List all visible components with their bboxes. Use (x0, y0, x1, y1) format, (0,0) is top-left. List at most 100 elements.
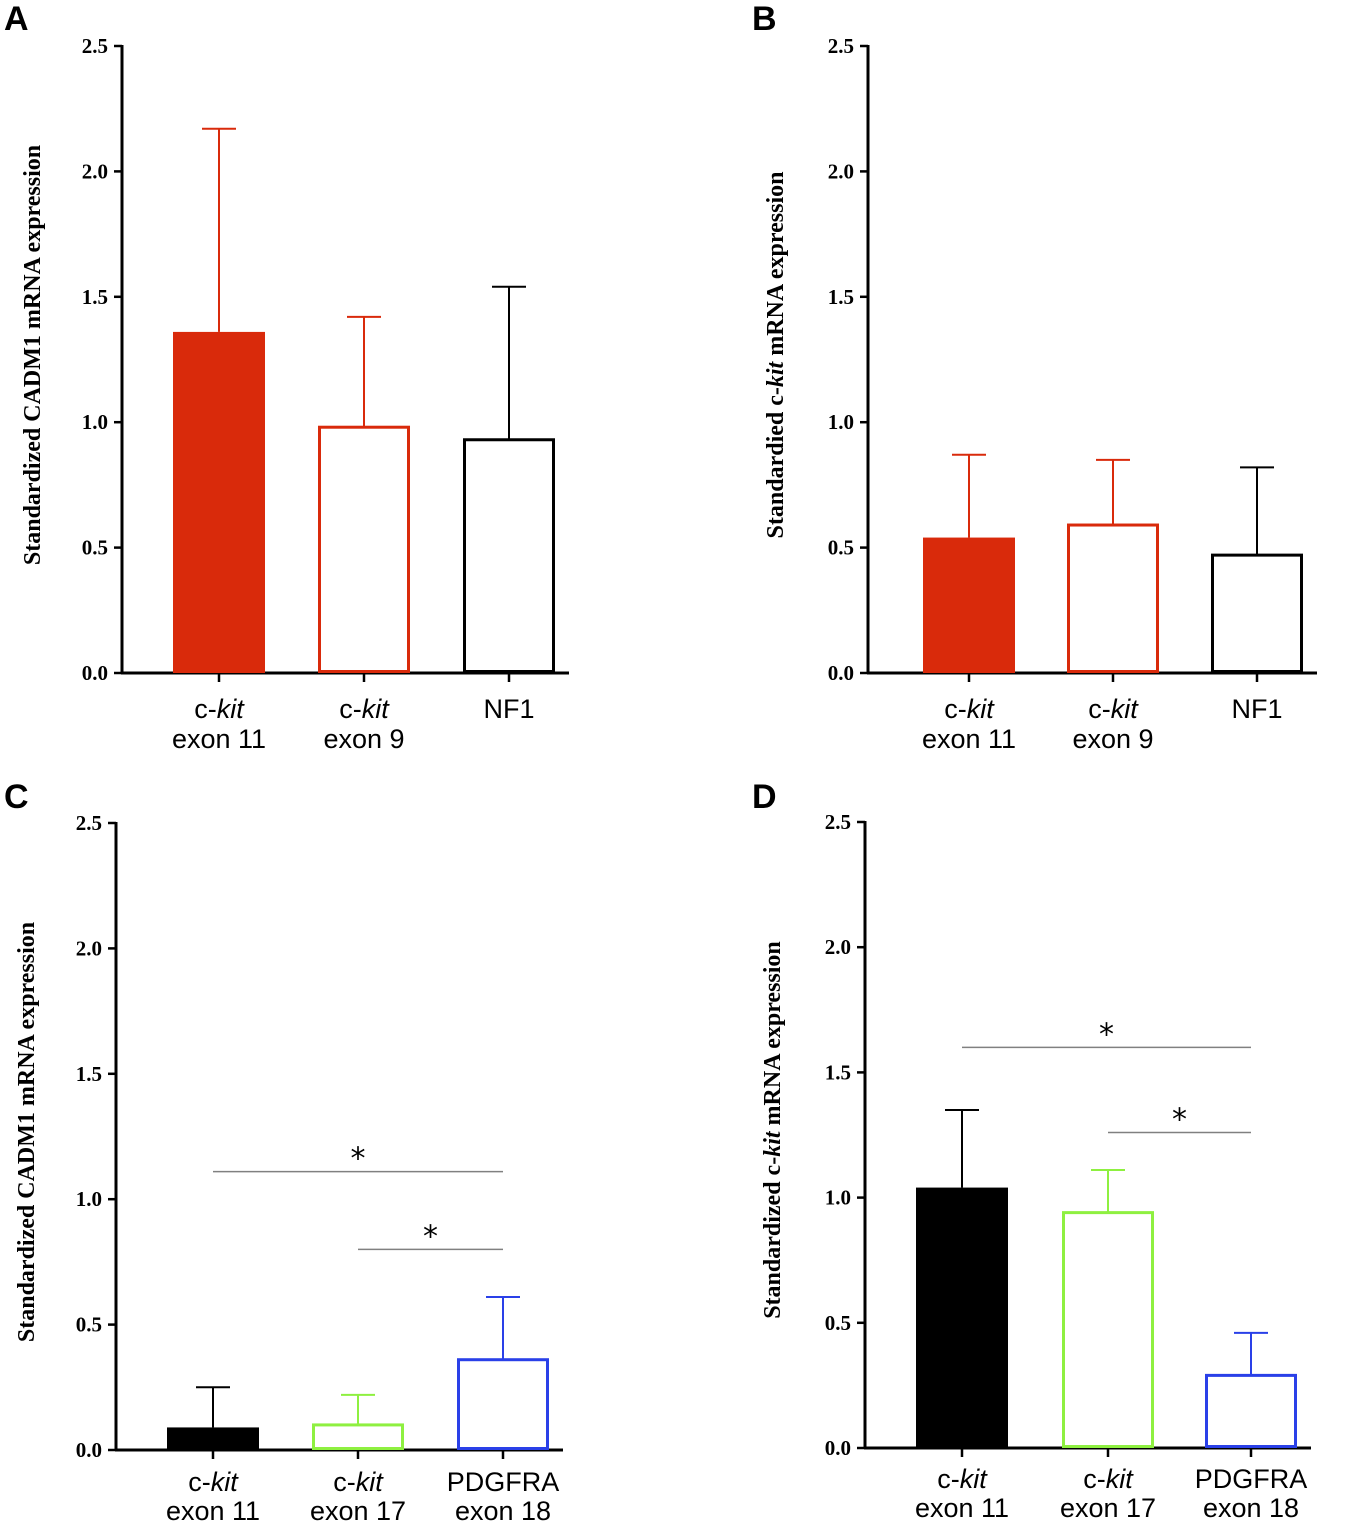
panel-letter-c: C (4, 778, 29, 816)
x-tick-label: c-kit (339, 694, 390, 724)
x-tick-label-line2: exon 11 (172, 724, 266, 754)
y-tick-label: 0.0 (76, 1438, 102, 1462)
x-tick-label-italic: kit (1106, 1464, 1134, 1494)
x-tick-label-italic: kit (211, 1467, 239, 1497)
x-tick-label: PDGFRA (447, 1467, 560, 1497)
y-tick-label: 1.5 (828, 285, 854, 309)
x-tick-label-italic: kit (356, 1467, 384, 1497)
x-tick-label-italic: kit (217, 694, 245, 724)
bar (1067, 523, 1159, 674)
x-tick-label-text: PDGFRA (447, 1467, 560, 1497)
x-tick-label-text: c- (188, 1467, 211, 1497)
x-tick-label-line2: exon 9 (1072, 724, 1153, 754)
y-tick-label: 1.0 (76, 1187, 102, 1211)
y-axis-label-part: Standardied c- (763, 387, 789, 538)
x-tick-label: c-kit (1083, 1464, 1134, 1494)
significance-star: * (351, 1142, 366, 1177)
bar (916, 1187, 1008, 1448)
y-tick-label: 2.5 (82, 34, 108, 58)
y-axis-label: Standardied c-kit mRNA expression (763, 172, 789, 539)
y-axis-label-part: kit (763, 360, 789, 387)
y-tick-label: 2.5 (828, 34, 854, 58)
y-tick-label: 0.0 (82, 661, 108, 685)
y-tick-label: 2.5 (825, 810, 851, 834)
y-tick-label: 1.5 (825, 1060, 851, 1084)
bar (1205, 1373, 1297, 1449)
x-tick-label-italic: kit (1111, 694, 1139, 724)
x-tick-label: PDGFRA (1195, 1464, 1308, 1494)
x-tick-label-text: c- (194, 694, 217, 724)
y-tick-label: 0.5 (828, 536, 854, 560)
x-tick-label: NF1 (1231, 694, 1282, 724)
y-tick-label: 0.0 (825, 1436, 851, 1460)
bar (167, 1427, 259, 1450)
x-tick-label: c-kit (1088, 694, 1139, 724)
x-tick-label-line2: exon 9 (323, 724, 404, 754)
significance-star: * (1172, 1102, 1187, 1137)
x-tick-label: c-kit (944, 694, 995, 724)
y-tick-label: 2.0 (828, 159, 854, 183)
x-tick-label-text: NF1 (483, 694, 534, 724)
x-tick-label-line2: exon 18 (1203, 1493, 1299, 1523)
bar (457, 1358, 549, 1451)
y-tick-label: 1.5 (82, 285, 108, 309)
bar (923, 537, 1015, 673)
y-tick-label: 0.0 (828, 661, 854, 685)
bar (1211, 553, 1303, 674)
bar (1062, 1211, 1154, 1449)
bar (318, 425, 410, 673)
y-axis-label-part: mRNA expression (760, 941, 786, 1131)
x-tick-label: c-kit (194, 694, 245, 724)
y-tick-label: 0.5 (76, 1313, 102, 1337)
x-tick-label: c-kit (333, 1467, 384, 1497)
x-tick-label-text: PDGFRA (1195, 1464, 1308, 1494)
x-tick-label-text: NF1 (1231, 694, 1282, 724)
x-tick-label-text: c- (1088, 694, 1111, 724)
x-tick-label-text: c- (944, 694, 967, 724)
x-tick-label-text: c- (333, 1467, 356, 1497)
y-axis-label: Standardized CADM1 mRNA expression (20, 145, 46, 565)
x-tick-label-text: c- (339, 694, 362, 724)
y-axis-label-part: mRNA expression (763, 172, 789, 362)
y-axis-label: Standardized CADM1 mRNA expression (14, 922, 40, 1342)
panel-letter-a: A (4, 0, 29, 38)
y-axis-label-part: Standardized c- (760, 1157, 786, 1319)
x-tick-label: NF1 (483, 694, 534, 724)
y-tick-label: 2.0 (76, 936, 102, 960)
x-tick-label-italic: kit (960, 1464, 988, 1494)
y-tick-label: 1.0 (825, 1186, 851, 1210)
x-tick-label-line2: exon 11 (166, 1496, 260, 1526)
x-tick-label-line2: exon 17 (310, 1496, 406, 1526)
panel-letter-d: D (752, 778, 777, 816)
bar (173, 331, 265, 673)
y-axis-label-part: kit (760, 1130, 786, 1157)
x-tick-label-line2: exon 18 (455, 1496, 551, 1526)
y-tick-label: 2.0 (825, 935, 851, 959)
y-axis-label: Standardized c-kit mRNA expression (760, 941, 786, 1319)
significance-star: * (423, 1219, 438, 1254)
y-tick-label: 2.5 (76, 811, 102, 835)
y-tick-label: 2.0 (82, 159, 108, 183)
bar (312, 1423, 404, 1451)
bar (463, 438, 555, 674)
x-tick-label: c-kit (937, 1464, 988, 1494)
significance-star: * (1099, 1017, 1114, 1052)
y-tick-label: 0.5 (82, 536, 108, 560)
x-tick-label-italic: kit (362, 694, 390, 724)
y-tick-label: 1.5 (76, 1062, 102, 1086)
x-tick-label: c-kit (188, 1467, 239, 1497)
x-tick-label-italic: kit (967, 694, 995, 724)
x-tick-label-text: c- (1083, 1464, 1106, 1494)
x-tick-label-line2: exon 17 (1060, 1493, 1156, 1523)
x-tick-label-text: c- (937, 1464, 960, 1494)
y-tick-label: 0.5 (825, 1311, 851, 1335)
